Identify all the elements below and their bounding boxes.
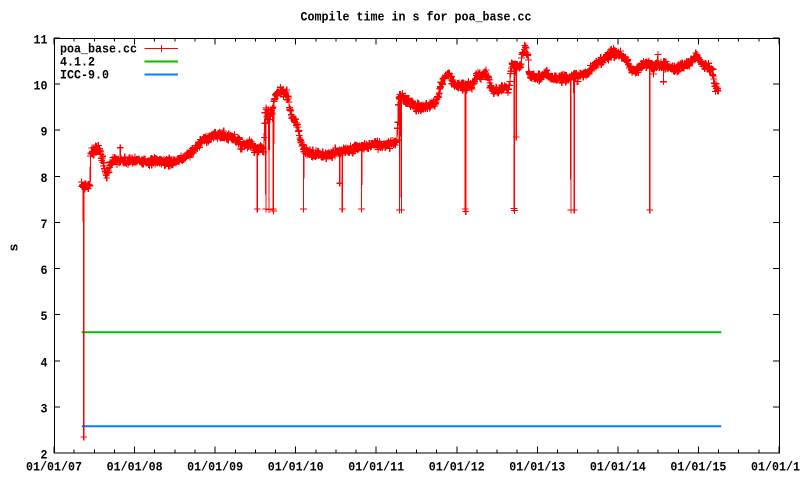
svg-text:01/01/16: 01/01/16 [751, 460, 800, 475]
svg-text:5: 5 [41, 309, 48, 324]
svg-text:Compile time in s for poa_base: Compile time in s for poa_base.cc [301, 10, 532, 25]
svg-text:3: 3 [41, 401, 48, 416]
svg-text:01/01/08: 01/01/08 [107, 460, 163, 475]
svg-text:01/01/07: 01/01/07 [26, 460, 82, 475]
svg-text:01/01/12: 01/01/12 [429, 460, 485, 475]
svg-text:01/01/09: 01/01/09 [187, 460, 243, 475]
svg-text:01/01/13: 01/01/13 [509, 460, 565, 475]
svg-text:s: s [7, 243, 22, 251]
svg-text:01/01/14: 01/01/14 [590, 460, 646, 475]
svg-text:8: 8 [41, 171, 48, 186]
svg-text:2: 2 [41, 448, 48, 463]
svg-text:4: 4 [41, 355, 48, 370]
svg-text:ICC-9.0: ICC-9.0 [60, 68, 109, 83]
svg-text:4.1.2: 4.1.2 [60, 55, 95, 70]
svg-text:11: 11 [34, 33, 48, 48]
svg-text:01/01/11: 01/01/11 [348, 460, 404, 475]
svg-text:01/01/15: 01/01/15 [670, 460, 726, 475]
svg-text:10: 10 [34, 79, 48, 94]
svg-text:6: 6 [41, 263, 48, 278]
svg-text:01/01/10: 01/01/10 [268, 460, 324, 475]
svg-text:poa_base.cc: poa_base.cc [60, 42, 137, 57]
svg-text:7: 7 [41, 217, 48, 232]
svg-text:9: 9 [41, 125, 48, 140]
